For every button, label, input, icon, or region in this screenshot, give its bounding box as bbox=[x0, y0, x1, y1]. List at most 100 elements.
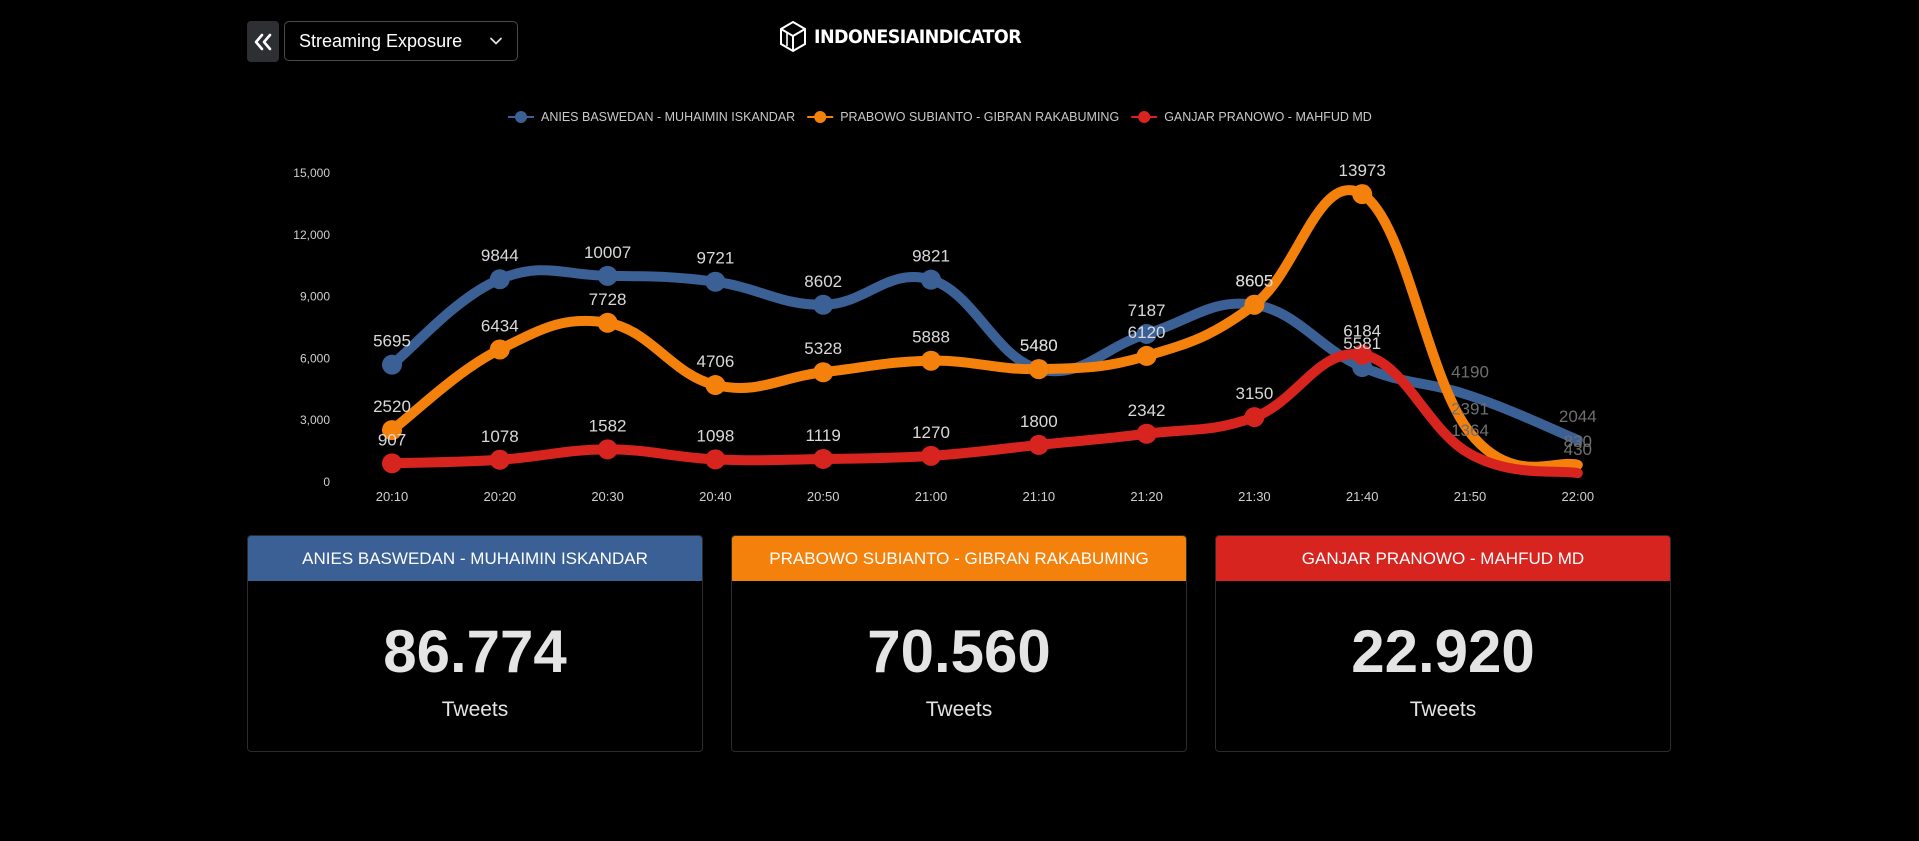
x-tick-label: 20:40 bbox=[699, 489, 732, 504]
x-tick-label: 21:00 bbox=[915, 489, 948, 504]
series-lines bbox=[387, 185, 1583, 479]
y-tick-label: 6,000 bbox=[300, 351, 330, 365]
legend-label: GANJAR PRANOWO - MAHFUD MD bbox=[1164, 110, 1372, 124]
card-value: 86.774 bbox=[383, 618, 567, 685]
line-chart: ANIES BASWEDAN - MUHAIMIN ISKANDAR PRABOW… bbox=[293, 110, 1597, 504]
data-label: 907 bbox=[378, 430, 406, 449]
data-label: 8605 bbox=[1235, 272, 1273, 291]
x-tick-label: 20:30 bbox=[591, 489, 624, 504]
x-tick-label: 21:30 bbox=[1238, 489, 1271, 504]
brand-name: INDONESIAINDICATOR bbox=[814, 26, 1022, 48]
legend-marker bbox=[515, 111, 527, 123]
x-tick-label: 20:50 bbox=[807, 489, 840, 504]
data-label: 8605 bbox=[1235, 272, 1273, 291]
x-tick-label: 21:20 bbox=[1130, 489, 1163, 504]
x-tick-label: 22:00 bbox=[1562, 489, 1595, 504]
y-tick-label: 15,000 bbox=[293, 166, 330, 180]
legend-item: PRABOWO SUBIANTO - GIBRAN RAKABUMING bbox=[807, 110, 1119, 124]
x-axis: 20:10 20:20 20:30 20:40 20:50 21:00 21:10 21:20… bbox=[376, 489, 1594, 504]
data-point bbox=[1244, 294, 1265, 315]
data-label: 1800 bbox=[1020, 412, 1058, 431]
card-unit: Tweets bbox=[441, 698, 509, 721]
view-select[interactable]: Streaming Exposure bbox=[284, 21, 518, 61]
data-label: 9821 bbox=[912, 247, 950, 266]
data-label: 2342 bbox=[1128, 401, 1166, 420]
data-label: 5480 bbox=[1020, 336, 1058, 355]
data-label: 8602 bbox=[804, 272, 842, 291]
toolbar: Streaming Exposure bbox=[247, 21, 518, 62]
data-label: 7728 bbox=[589, 290, 627, 309]
data-point bbox=[382, 354, 402, 375]
data-label: 3150 bbox=[1235, 384, 1273, 403]
data-label: 1582 bbox=[589, 416, 627, 435]
y-tick-label: 3,000 bbox=[300, 413, 330, 427]
y-axis: 0 3,000 6,000 9,000 12,000 15,000 bbox=[293, 166, 330, 489]
data-label: 5888 bbox=[912, 328, 950, 347]
data-label: 1270 bbox=[912, 423, 950, 442]
card-title: ANIES BASWEDAN - MUHAIMIN ISKANDAR bbox=[248, 536, 702, 581]
card-unit: Tweets bbox=[925, 698, 993, 721]
data-point bbox=[813, 448, 834, 469]
data-label: 2044 bbox=[1559, 407, 1597, 426]
data-point bbox=[597, 439, 618, 460]
x-tick-label: 21:40 bbox=[1346, 489, 1379, 504]
data-point bbox=[1136, 345, 1157, 366]
data-point bbox=[1136, 423, 1157, 444]
data-point bbox=[1352, 344, 1373, 365]
collapse-button[interactable] bbox=[247, 21, 279, 62]
data-point bbox=[489, 449, 510, 470]
data-label: 2391 bbox=[1451, 400, 1489, 419]
card-unit: Tweets bbox=[1409, 698, 1477, 721]
data-point bbox=[921, 445, 941, 466]
data-label: 13973 bbox=[1339, 161, 1386, 180]
data-point bbox=[1028, 359, 1049, 380]
series-points bbox=[382, 184, 1373, 474]
data-point bbox=[921, 350, 941, 371]
card-ganjar: GANJAR PRANOWO - MAHFUD MD 22.920 Tweets bbox=[1215, 535, 1671, 752]
data-label: 5328 bbox=[804, 339, 842, 358]
data-label: 1078 bbox=[481, 427, 519, 446]
data-point bbox=[705, 375, 726, 396]
double-chevron-left-icon bbox=[254, 33, 272, 50]
data-point bbox=[1028, 434, 1049, 455]
data-point bbox=[813, 294, 834, 315]
legend-label: ANIES BASWEDAN - MUHAIMIN ISKANDAR bbox=[541, 110, 795, 124]
data-point bbox=[1352, 184, 1373, 205]
data-point bbox=[597, 265, 618, 286]
cube-logo-icon bbox=[780, 20, 806, 53]
card-prabowo: PRABOWO SUBIANTO - GIBRAN RAKABUMING 70.… bbox=[731, 535, 1187, 752]
data-point bbox=[1136, 323, 1157, 344]
card-title: PRABOWO SUBIANTO - GIBRAN RAKABUMING bbox=[732, 536, 1186, 581]
legend-item: GANJAR PRANOWO - MAHFUD MD bbox=[1131, 110, 1372, 124]
data-label: 5581 bbox=[1343, 334, 1381, 353]
data-point bbox=[705, 449, 726, 470]
data-point bbox=[489, 269, 510, 290]
data-label: 6434 bbox=[481, 316, 519, 335]
x-tick-label: 20:20 bbox=[484, 489, 517, 504]
view-select-value: Streaming Exposure bbox=[299, 30, 463, 51]
data-label: 6120 bbox=[1128, 323, 1166, 342]
data-point bbox=[382, 420, 402, 441]
chevron-down-icon bbox=[490, 37, 502, 45]
series-line bbox=[387, 265, 1583, 445]
data-label: 1119 bbox=[806, 426, 841, 445]
data-point bbox=[705, 271, 726, 292]
data-point bbox=[597, 312, 618, 333]
card-title: GANJAR PRANOWO - MAHFUD MD bbox=[1216, 536, 1670, 581]
x-tick-label: 21:10 bbox=[1023, 489, 1056, 504]
series-line bbox=[387, 348, 1583, 479]
data-label: 1364 bbox=[1451, 421, 1489, 440]
data-point bbox=[813, 362, 834, 383]
legend-item: ANIES BASWEDAN - MUHAIMIN ISKANDAR bbox=[508, 110, 795, 124]
card-value: 70.560 bbox=[867, 618, 1051, 685]
brand: INDONESIAINDICATOR bbox=[778, 20, 1039, 54]
data-point bbox=[921, 269, 941, 290]
data-labels: 5695 9844 10007 9721 8602 9821 5480 7187 8605 558… bbox=[373, 161, 1597, 459]
data-label: 1098 bbox=[696, 426, 734, 445]
data-label: 430 bbox=[1564, 440, 1592, 459]
data-point bbox=[1244, 407, 1265, 428]
data-label: 5695 bbox=[373, 332, 411, 351]
legend-marker bbox=[1138, 111, 1151, 123]
data-point bbox=[489, 339, 510, 360]
data-label: 10007 bbox=[584, 243, 631, 262]
